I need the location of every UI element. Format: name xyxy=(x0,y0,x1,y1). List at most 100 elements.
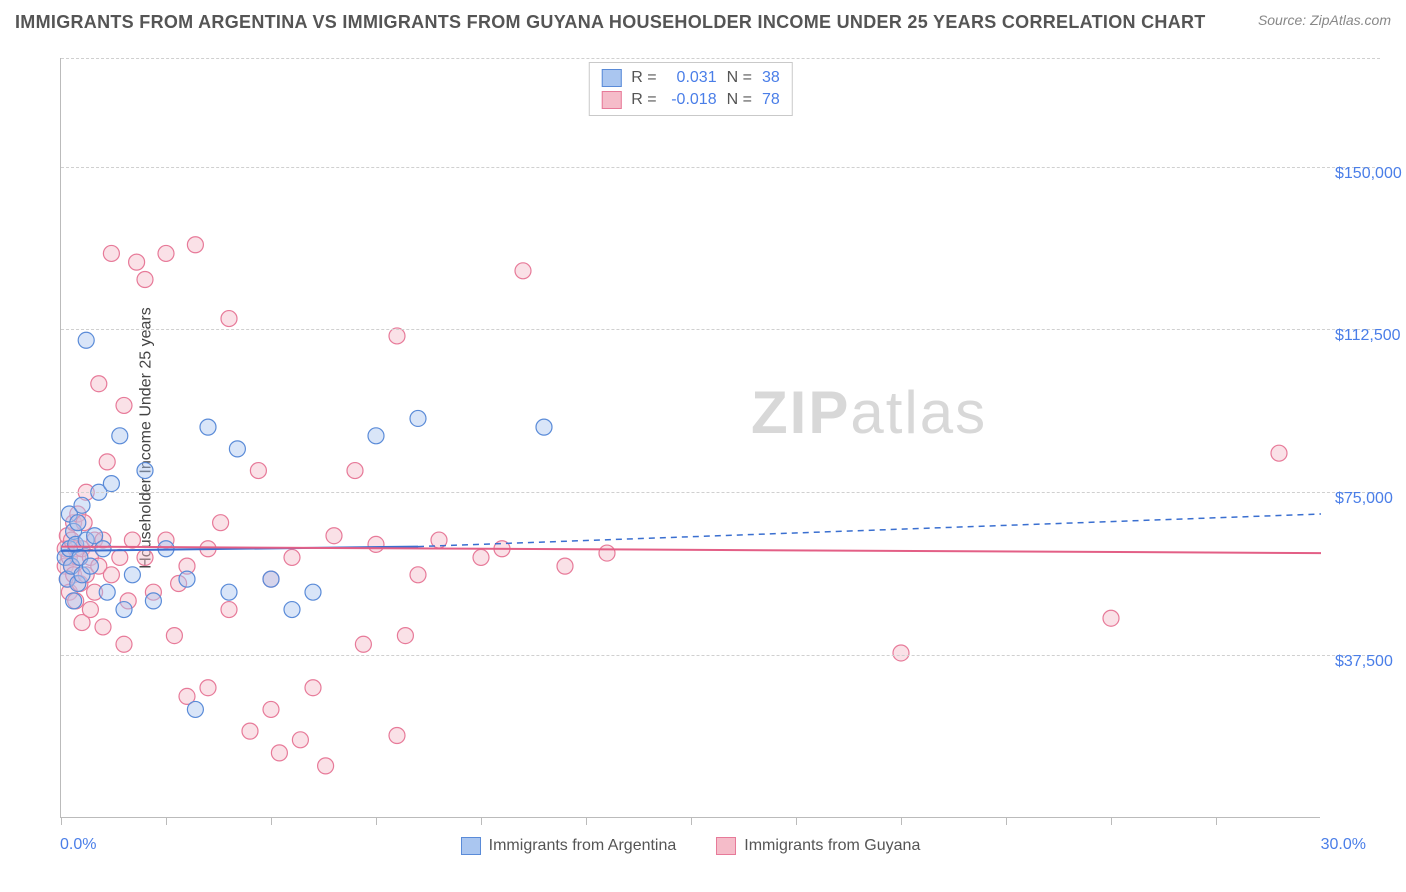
data-point xyxy=(221,311,237,327)
data-point xyxy=(292,732,308,748)
data-point xyxy=(599,545,615,561)
x-tick xyxy=(586,817,587,825)
data-point xyxy=(116,397,132,413)
data-point xyxy=(368,536,384,552)
scatter-plot: ZIPatlas R = 0.031 N = 38 R = -0.018 N =… xyxy=(60,58,1320,818)
data-point xyxy=(410,567,426,583)
scatter-svg xyxy=(61,58,1320,817)
data-point xyxy=(66,593,82,609)
data-point xyxy=(187,701,203,717)
data-point xyxy=(410,410,426,426)
trendline xyxy=(61,547,1321,554)
data-point xyxy=(95,619,111,635)
data-point xyxy=(166,628,182,644)
x-axis-max: 30.0% xyxy=(1321,836,1366,854)
data-point xyxy=(187,237,203,253)
data-point xyxy=(70,515,86,531)
x-tick xyxy=(796,817,797,825)
x-tick xyxy=(481,817,482,825)
swatch-icon xyxy=(461,837,481,855)
data-point xyxy=(305,680,321,696)
x-tick xyxy=(1111,817,1112,825)
data-point xyxy=(179,571,195,587)
data-point xyxy=(557,558,573,574)
data-point xyxy=(137,549,153,565)
data-point xyxy=(124,567,140,583)
data-point xyxy=(229,441,245,457)
data-point xyxy=(271,745,287,761)
data-point xyxy=(263,701,279,717)
x-tick xyxy=(901,817,902,825)
data-point xyxy=(145,593,161,609)
gridline xyxy=(61,492,1380,493)
chart-title: IMMIGRANTS FROM ARGENTINA VS IMMIGRANTS … xyxy=(15,12,1206,33)
x-axis-min: 0.0% xyxy=(60,836,96,854)
data-point xyxy=(103,476,119,492)
data-point xyxy=(137,463,153,479)
gridline xyxy=(61,329,1380,330)
data-point xyxy=(78,332,94,348)
data-point xyxy=(250,463,266,479)
data-point xyxy=(103,245,119,261)
data-point xyxy=(221,602,237,618)
data-point xyxy=(318,758,334,774)
data-point xyxy=(95,541,111,557)
y-tick-label: $75,000 xyxy=(1335,490,1393,508)
data-point xyxy=(158,245,174,261)
y-tick-label: $112,500 xyxy=(1335,327,1401,345)
data-point xyxy=(284,602,300,618)
data-point xyxy=(103,567,119,583)
legend-item-guyana: Immigrants from Guyana xyxy=(716,837,920,855)
data-point xyxy=(99,454,115,470)
data-point xyxy=(112,549,128,565)
chart-header: IMMIGRANTS FROM ARGENTINA VS IMMIGRANTS … xyxy=(15,12,1391,33)
x-tick xyxy=(271,817,272,825)
data-point xyxy=(284,549,300,565)
y-tick-label: $150,000 xyxy=(1335,165,1402,183)
x-tick xyxy=(1006,817,1007,825)
data-point xyxy=(137,271,153,287)
source-attribution: Source: ZipAtlas.com xyxy=(1258,12,1391,28)
data-point xyxy=(124,532,140,548)
data-point xyxy=(326,528,342,544)
series-legend: Immigrants from Argentina Immigrants fro… xyxy=(61,837,1320,855)
data-point xyxy=(389,727,405,743)
data-point xyxy=(82,602,98,618)
data-point xyxy=(213,515,229,531)
data-point xyxy=(221,584,237,600)
data-point xyxy=(473,549,489,565)
y-tick-label: $37,500 xyxy=(1335,653,1393,671)
data-point xyxy=(347,463,363,479)
data-point xyxy=(112,428,128,444)
data-point xyxy=(515,263,531,279)
data-point xyxy=(355,636,371,652)
x-tick xyxy=(1216,817,1217,825)
x-tick xyxy=(691,817,692,825)
data-point xyxy=(129,254,145,270)
x-tick xyxy=(166,817,167,825)
gridline xyxy=(61,58,1380,59)
data-point xyxy=(200,680,216,696)
data-point xyxy=(242,723,258,739)
data-point xyxy=(91,376,107,392)
swatch-icon xyxy=(716,837,736,855)
data-point xyxy=(397,628,413,644)
data-point xyxy=(82,558,98,574)
data-point xyxy=(116,602,132,618)
trendline-extrapolation xyxy=(418,514,1321,547)
x-tick xyxy=(376,817,377,825)
data-point xyxy=(263,571,279,587)
legend-item-argentina: Immigrants from Argentina xyxy=(461,837,677,855)
data-point xyxy=(536,419,552,435)
data-point xyxy=(99,584,115,600)
data-point xyxy=(368,428,384,444)
data-point xyxy=(305,584,321,600)
data-point xyxy=(1271,445,1287,461)
gridline xyxy=(61,655,1380,656)
data-point xyxy=(200,419,216,435)
x-tick xyxy=(61,817,62,825)
gridline xyxy=(61,167,1380,168)
data-point xyxy=(116,636,132,652)
data-point xyxy=(1103,610,1119,626)
data-point xyxy=(893,645,909,661)
